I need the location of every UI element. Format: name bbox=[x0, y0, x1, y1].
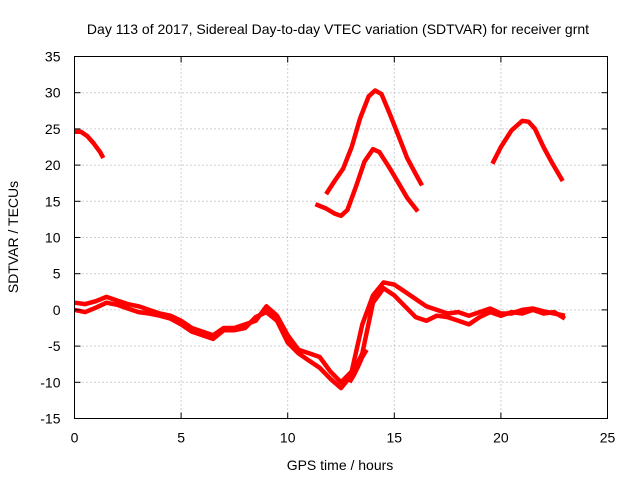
plot-frame bbox=[74, 56, 608, 419]
x-tick-label: 5 bbox=[177, 430, 185, 446]
y-tick-label: -15 bbox=[40, 411, 60, 427]
series-arc-peak-22 bbox=[314, 146, 420, 219]
series-low-a bbox=[74, 280, 566, 385]
series-low-b bbox=[74, 285, 567, 391]
x-tick-label: 20 bbox=[493, 430, 509, 446]
y-tick-label: 10 bbox=[45, 230, 61, 246]
series-group bbox=[74, 88, 567, 391]
tick-labels: 0 5 10 15 20 25 -15 -10 -5 0 5 10 15 20 25 30 35 bbox=[40, 49, 615, 446]
y-tick-label: -5 bbox=[48, 338, 61, 354]
series-low-c bbox=[347, 348, 369, 384]
y-axis-label: SDTVAR / TECUs bbox=[5, 181, 21, 293]
x-tick-label: 0 bbox=[71, 430, 79, 446]
y-tick-label: -10 bbox=[40, 374, 60, 390]
series-arc-peak-30 bbox=[324, 88, 424, 196]
y-tick-label: 15 bbox=[45, 193, 61, 209]
series-arc-high-left bbox=[74, 129, 106, 159]
series-arc-peak-26 bbox=[490, 118, 565, 183]
x-tick-label: 10 bbox=[280, 430, 296, 446]
y-tick-label: 0 bbox=[53, 302, 61, 318]
y-tick-label: 25 bbox=[45, 121, 61, 137]
x-axis-label: GPS time / hours bbox=[287, 457, 394, 473]
chart-title: Day 113 of 2017, Sidereal Day-to-day VTE… bbox=[87, 21, 589, 37]
grid bbox=[74, 56, 608, 419]
y-tick-label: 30 bbox=[45, 85, 61, 101]
axis-ticks bbox=[74, 56, 608, 419]
x-tick-label: 15 bbox=[387, 430, 403, 446]
y-tick-label: 35 bbox=[45, 49, 61, 65]
x-tick-label: 25 bbox=[600, 430, 616, 446]
y-tick-label: 20 bbox=[45, 157, 61, 173]
y-tick-label: 5 bbox=[53, 266, 61, 282]
